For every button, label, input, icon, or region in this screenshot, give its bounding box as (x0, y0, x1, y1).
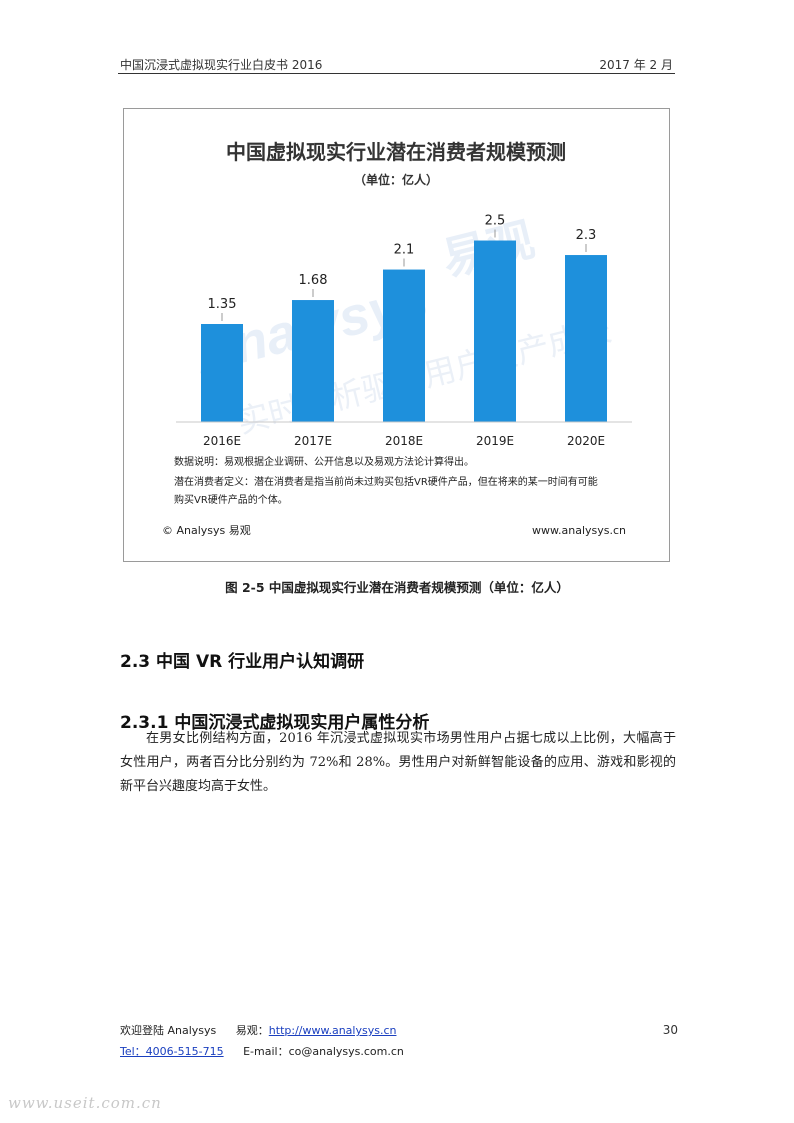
chart-note-2: 潜在消费者定义：潜在消费者是指当前尚未过购买包括VR硬件产品，但在将来的某一时间… (174, 475, 598, 488)
bar-2016E (201, 324, 243, 422)
bar-2017E (292, 300, 334, 422)
document-date: 2017 年 2 月 (599, 58, 673, 72)
body-paragraph: 在男女比例结构方面，2016 年沉浸式虚拟现实市场男性用户占据七成以上比例，大幅… (120, 731, 676, 794)
chart-website: www.analysys.cn (532, 524, 626, 537)
figure-caption: 图 2-5 中国虚拟现实行业潜在消费者规模预测（单位：亿人） (225, 580, 569, 595)
site-watermark: www.useit.com.cn (8, 1094, 162, 1112)
header-divider (118, 73, 675, 74)
bar-2018E (383, 269, 425, 422)
x-tick-label-2017E: 2017E (294, 434, 332, 448)
bars-group: 1.35 2016E 1.68 2017E 2.1 2018E 2.5 2019E 2.3 202… (201, 214, 607, 448)
phone-link[interactable]: Tel：4006-515-715 (120, 1045, 224, 1058)
chart-subtitle: （单位：亿人） (354, 172, 438, 187)
email-text: E-mail：co@analysys.com.cn (243, 1045, 404, 1058)
x-tick-label-2016E: 2016E (203, 434, 241, 448)
chart-copyright: © Analysys 易观 (162, 524, 251, 537)
data-label-2016E: 1.35 (208, 297, 237, 312)
bar-2019E (474, 240, 516, 422)
data-label-2020E: 2.3 (576, 228, 597, 243)
data-label-2018E: 2.1 (394, 243, 415, 258)
document-title: 中国沉浸式虚拟现实行业白皮书 2016 (120, 58, 323, 72)
footer-contact-line: Tel：4006-515-715 E-mail：co@analysys.com.… (120, 1043, 404, 1059)
subsection-heading: 2.3.1 中国沉浸式虚拟现实用户属性分析 (120, 713, 430, 733)
data-label-2019E: 2.5 (485, 214, 506, 229)
data-label-2017E: 1.68 (299, 273, 328, 288)
x-tick-label-2018E: 2018E (385, 434, 423, 448)
footer-brand-label: 易观： (235, 1024, 269, 1037)
section-heading: 2.3 中国 VR 行业用户认知调研 (120, 652, 365, 672)
chart-title: 中国虚拟现实行业潜在消费者规模预测 (226, 140, 566, 164)
x-tick-label-2020E: 2020E (567, 434, 605, 448)
bar-2020E (565, 255, 607, 422)
chart-frame: Analysys 易观 实时分析驱动用户资产成长 中国虚拟现实行业潜在消费者规模… (123, 108, 670, 562)
page-number: 30 (662, 1023, 678, 1037)
footer-welcome: 欢迎登陆 Analysys (120, 1024, 217, 1037)
chart-note-3: 购买VR硬件产品的个体。 (174, 493, 288, 506)
website-link[interactable]: http://www.analysys.cn (268, 1024, 397, 1037)
chart-note-1: 数据说明：易观根据企业调研、公开信息以及易观方法论计算得出。 (174, 455, 474, 468)
x-tick-label-2019E: 2019E (476, 434, 514, 448)
footer-welcome-line: 欢迎登陆 Analysys 易观：http://www.analysys.cn (120, 1022, 396, 1038)
bar-chart: Analysys 易观 实时分析驱动用户资产成长 中国虚拟现实行业潜在消费者规模… (162, 140, 632, 537)
